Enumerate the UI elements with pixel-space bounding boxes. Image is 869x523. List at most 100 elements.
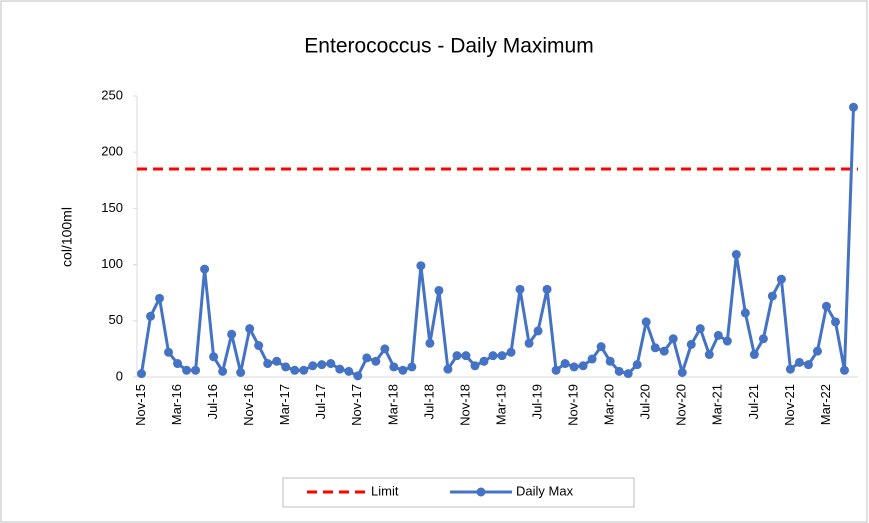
data-point (263, 359, 273, 369)
data-point (344, 366, 354, 376)
y-tick-label: 50 (109, 312, 123, 327)
data-point (200, 264, 210, 274)
y-tick-label: 250 (101, 87, 123, 102)
data-point (713, 330, 723, 340)
x-tick-label: Nov-17 (349, 384, 364, 426)
data-point (587, 354, 597, 364)
data-point (461, 351, 471, 361)
data-point (614, 366, 624, 376)
data-point (380, 344, 390, 354)
x-tick-label: Mar-18 (385, 384, 400, 425)
x-tick-label: Jul-19 (529, 384, 544, 419)
data-point (776, 274, 786, 284)
data-point (542, 284, 552, 294)
data-point (695, 324, 705, 334)
x-tick-label: Mar-16 (169, 384, 184, 425)
data-point (569, 362, 579, 372)
x-tick-label: Mar-19 (493, 384, 508, 425)
data-point (425, 338, 435, 348)
x-tick-label: Mar-22 (818, 384, 833, 425)
data-point (173, 359, 183, 369)
data-point (785, 364, 795, 374)
data-point (137, 369, 147, 379)
data-point (398, 365, 408, 375)
data-point (236, 368, 246, 378)
data-point (443, 364, 453, 374)
data-point (641, 317, 651, 327)
data-point (749, 350, 759, 360)
data-point (182, 365, 192, 375)
x-tick-label: Nov-19 (566, 384, 581, 426)
x-tick-label: Mar-21 (710, 384, 725, 425)
data-point (596, 342, 606, 352)
data-point (389, 362, 399, 372)
data-point (812, 346, 822, 356)
data-point (290, 365, 300, 375)
data-point (434, 285, 444, 295)
data-point (353, 371, 363, 381)
data-point (146, 311, 156, 321)
x-tick-label: Nov-18 (457, 384, 472, 426)
y-tick-label: 0 (116, 368, 123, 383)
data-point (677, 368, 687, 378)
data-point (560, 359, 570, 369)
x-tick-label: Nov-16 (241, 384, 256, 426)
data-point (605, 356, 615, 366)
y-axis-label: col/100ml (59, 207, 75, 267)
data-point (524, 338, 534, 348)
y-tick-label: 150 (101, 200, 123, 215)
data-point (794, 357, 804, 367)
data-point (830, 317, 840, 327)
data-point (578, 361, 588, 371)
data-point (299, 365, 309, 375)
data-point (767, 291, 777, 301)
data-point (452, 351, 462, 361)
data-point (632, 360, 642, 370)
data-point (281, 362, 291, 372)
x-tick-label: Mar-17 (277, 384, 292, 425)
y-tick-label: 100 (101, 256, 123, 271)
data-point (740, 308, 750, 318)
x-tick-label: Nov-21 (782, 384, 797, 426)
data-point (758, 334, 768, 344)
x-tick-label: Jul-20 (638, 384, 653, 419)
data-point (479, 356, 489, 366)
data-point (551, 365, 561, 375)
x-tick-label: Jul-16 (205, 384, 220, 419)
data-point (164, 347, 174, 357)
x-tick-label: Jul-21 (746, 384, 761, 419)
data-point (533, 326, 543, 336)
data-point (227, 329, 237, 339)
data-point (245, 324, 255, 334)
data-point (362, 353, 372, 363)
legend-label: Limit (371, 483, 399, 498)
data-point (506, 347, 516, 357)
data-point (416, 261, 426, 271)
data-point (218, 366, 228, 376)
data-point (704, 350, 714, 360)
data-point (317, 360, 327, 370)
data-point (497, 351, 507, 361)
data-point (308, 361, 318, 371)
data-point (326, 359, 336, 369)
data-point (209, 352, 219, 362)
data-point (488, 351, 498, 361)
chart-title: Enterococcus - Daily Maximum (304, 35, 593, 58)
legend-marker (476, 487, 486, 497)
data-point (803, 360, 813, 370)
data-point (335, 364, 345, 374)
data-point (515, 284, 525, 294)
legend-label: Daily Max (516, 483, 574, 498)
x-tick-label: Nov-15 (133, 384, 148, 426)
data-point (371, 356, 381, 366)
data-point (272, 356, 282, 366)
x-tick-label: Jul-17 (313, 384, 328, 419)
data-point (470, 361, 480, 371)
x-tick-label: Mar-20 (602, 384, 617, 425)
data-point (848, 102, 858, 112)
data-point (254, 341, 264, 351)
data-point (686, 339, 696, 349)
data-point (623, 369, 633, 379)
x-tick-label: Jul-18 (421, 384, 436, 419)
